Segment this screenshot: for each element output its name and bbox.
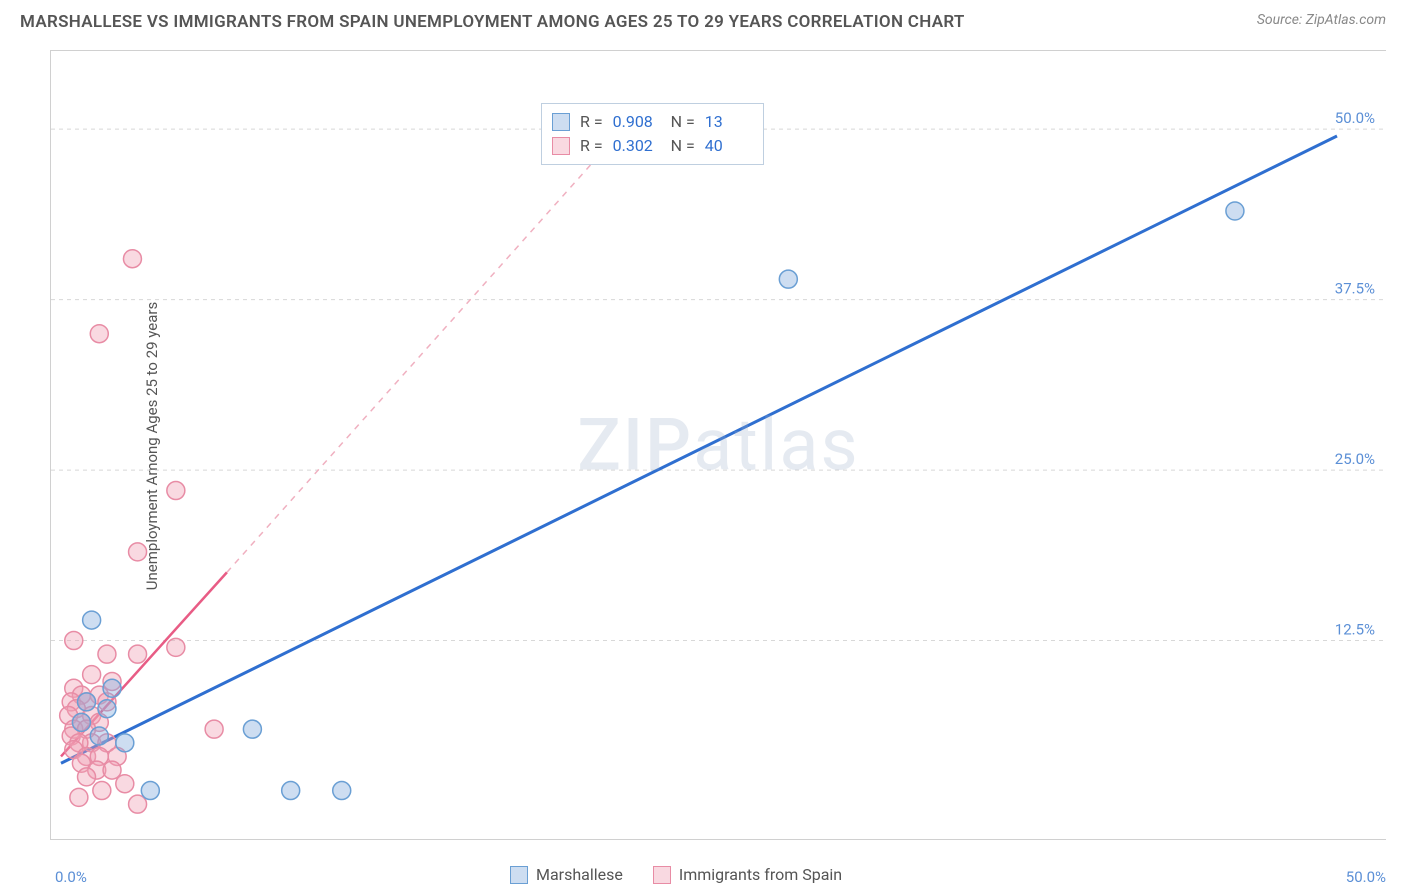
- data-point-marshallese: [333, 782, 351, 800]
- y-tick-label: 12.5%: [1335, 621, 1375, 639]
- stat-n-value: 13: [705, 110, 753, 134]
- data-point-marshallese: [103, 679, 121, 697]
- legend-label: Marshallese: [536, 865, 623, 884]
- data-point-spain: [123, 250, 141, 268]
- chart-title: MARSHALLESE VS IMMIGRANTS FROM SPAIN UNE…: [20, 12, 965, 32]
- x-axis-max-label: 50.0%: [1346, 868, 1386, 886]
- stat-r-label: R =: [580, 110, 603, 134]
- data-point-marshallese: [72, 713, 90, 731]
- data-point-marshallese: [141, 782, 159, 800]
- data-point-marshallese: [1226, 202, 1244, 220]
- stat-r-value: 0.908: [613, 110, 661, 134]
- data-point-spain: [116, 775, 134, 793]
- swatch-blue-icon: [510, 866, 528, 884]
- data-point-marshallese: [90, 727, 108, 745]
- stats-row-marshallese: R = 0.908 N = 13: [552, 110, 753, 134]
- data-point-marshallese: [243, 720, 261, 738]
- bottom-legend: Marshallese Immigrants from Spain: [510, 865, 842, 884]
- stat-n-label: N =: [671, 110, 695, 134]
- data-point-spain: [129, 543, 147, 561]
- source-attribution: Source: ZipAtlas.com: [1257, 12, 1386, 28]
- data-point-marshallese: [98, 700, 116, 718]
- stat-n-label: N =: [671, 134, 695, 158]
- data-point-marshallese: [116, 734, 134, 752]
- data-point-marshallese: [83, 611, 101, 629]
- chart-svg: 12.5% 25.0% 37.5% 50.0%: [51, 51, 1387, 841]
- legend-label: Immigrants from Spain: [679, 865, 842, 884]
- chart-header: MARSHALLESE VS IMMIGRANTS FROM SPAIN UNE…: [0, 0, 1406, 40]
- data-point-spain: [98, 645, 116, 663]
- data-point-marshallese: [282, 782, 300, 800]
- swatch-pink-icon: [552, 137, 570, 155]
- y-tick-label: 50.0%: [1335, 109, 1375, 127]
- data-point-spain: [167, 482, 185, 500]
- legend-item-spain: Immigrants from Spain: [653, 865, 842, 884]
- data-point-spain: [65, 632, 83, 650]
- stat-n-value: 40: [705, 134, 753, 158]
- data-point-marshallese: [779, 270, 797, 288]
- stats-row-spain: R = 0.302 N = 40: [552, 134, 753, 158]
- stat-r-value: 0.302: [613, 134, 661, 158]
- data-point-spain: [205, 720, 223, 738]
- data-point-spain: [83, 666, 101, 684]
- stats-legend: R = 0.908 N = 13 R = 0.302 N = 40: [541, 103, 764, 165]
- x-axis-min-label: 0.0%: [55, 868, 87, 886]
- legend-item-marshallese: Marshallese: [510, 865, 623, 884]
- data-point-spain: [90, 325, 108, 343]
- swatch-pink-icon: [653, 866, 671, 884]
- data-point-spain: [70, 788, 88, 806]
- data-point-spain: [129, 645, 147, 663]
- data-point-spain: [129, 795, 147, 813]
- scatter-chart: 12.5%25.0%37.5%50.0% ZIPatlas R = 0.908 …: [50, 50, 1386, 840]
- data-point-marshallese: [78, 693, 96, 711]
- swatch-blue-icon: [552, 113, 570, 131]
- trend-line-marshallese: [61, 136, 1337, 763]
- stat-r-label: R =: [580, 134, 603, 158]
- data-point-spain: [103, 761, 121, 779]
- data-point-spain: [167, 638, 185, 656]
- data-point-spain: [93, 782, 111, 800]
- data-point-spain: [78, 768, 96, 786]
- y-tick-label: 25.0%: [1335, 450, 1375, 468]
- y-tick-label: 37.5%: [1335, 280, 1375, 298]
- trend-line-spain-dashed: [227, 129, 623, 572]
